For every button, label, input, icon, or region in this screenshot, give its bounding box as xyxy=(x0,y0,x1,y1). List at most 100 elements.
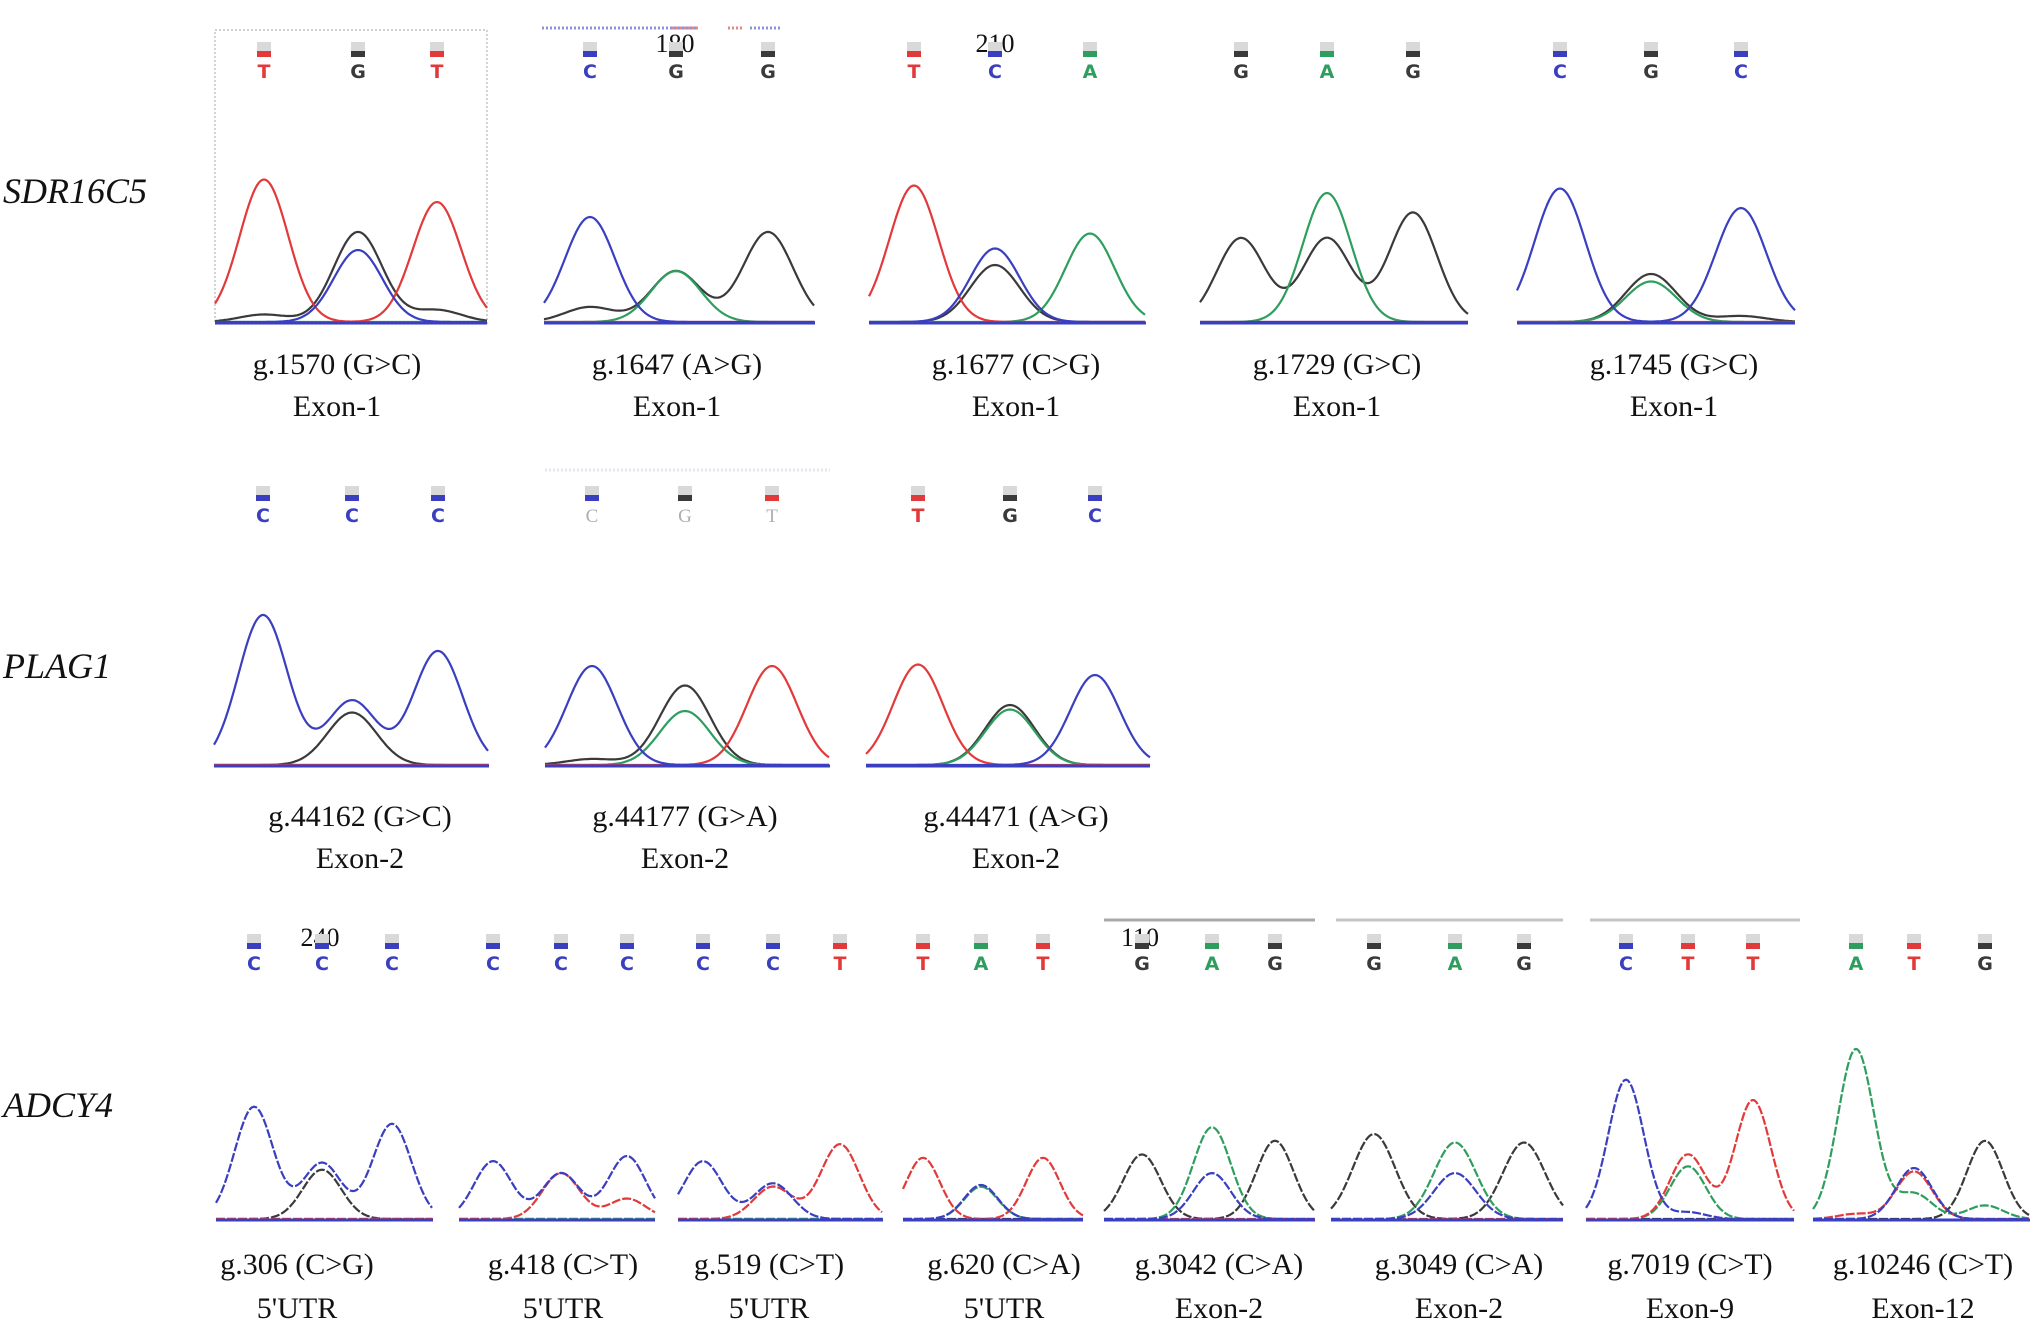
variant-label: g.418 (C>T) xyxy=(488,1248,638,1281)
base-color-bar xyxy=(247,943,261,949)
base-call-letter: T xyxy=(258,61,271,83)
gene-label: SDR16C5 xyxy=(3,171,147,211)
region-label: Exon-1 xyxy=(972,390,1060,423)
base-call-letter: T xyxy=(1682,953,1695,975)
variant-label: g.10246 (C>T) xyxy=(1833,1248,2013,1281)
quality-bar xyxy=(1367,934,1381,943)
trace-t-red xyxy=(1586,1099,1795,1221)
base-color-bar xyxy=(1003,495,1017,501)
trace-g-black xyxy=(216,1168,432,1221)
trace-a-green xyxy=(1812,1048,2030,1220)
quality-bar xyxy=(1268,934,1282,943)
quality-bar xyxy=(345,486,359,495)
base-call-letter: G xyxy=(350,61,366,83)
base-color-bar xyxy=(1734,51,1748,57)
quality-bar xyxy=(1036,934,1050,943)
trace-t-red xyxy=(545,665,830,767)
trace-c-blue xyxy=(213,613,489,752)
chromatogram-panel: C C Tg.519 (C>T) 5'UTR xyxy=(677,934,883,1325)
chromatogram-panel: G A Gg.3049 (C>A) Exon-2 xyxy=(1330,934,1564,1325)
base-color-bar xyxy=(1849,943,1863,949)
trace-g-black xyxy=(543,230,815,321)
base-color-bar xyxy=(1234,51,1248,57)
region-label: Exon-2 xyxy=(641,842,729,875)
variant-label: g.306 (C>G) xyxy=(220,1248,374,1281)
trace-g-black xyxy=(214,230,488,323)
base-color-bar xyxy=(256,495,270,501)
trace-a-green xyxy=(1331,1141,1563,1221)
base-call-letter: T xyxy=(766,506,778,527)
quality-bar xyxy=(1406,42,1420,51)
base-color-bar xyxy=(1135,943,1149,949)
base-call-letter: G xyxy=(1134,953,1150,975)
base-call-letter: G xyxy=(678,506,692,527)
quality-bar xyxy=(430,42,444,51)
quality-bar xyxy=(1978,934,1992,943)
region-label: Exon-2 xyxy=(1415,1292,1503,1325)
quality-bar xyxy=(765,486,779,495)
trace-t-red xyxy=(214,178,488,323)
base-color-bar xyxy=(1036,943,1050,949)
chromatogram-panel: T G Cg.44471 (A>G) Exon-2 xyxy=(865,486,1151,875)
quality-bar xyxy=(1746,934,1760,943)
base-color-bar xyxy=(833,943,847,949)
base-color-bar xyxy=(1088,495,1102,501)
base-color-bar xyxy=(766,943,780,949)
quality-bar xyxy=(1849,934,1863,943)
base-color-bar xyxy=(1746,943,1760,949)
base-call-letter: A xyxy=(1083,61,1098,83)
variant-label: g.44177 (G>A) xyxy=(592,800,777,833)
quality-bar xyxy=(766,934,780,943)
variant-label: g.7019 (C>T) xyxy=(1607,1248,1772,1281)
gene-label: PLAG1 xyxy=(2,646,111,686)
base-call-letter: C xyxy=(988,61,1002,83)
variant-label: g.1647 (A>G) xyxy=(592,348,762,381)
variant-label: g.1729 (G>C) xyxy=(1253,348,1422,381)
base-call-letter: C xyxy=(385,953,399,975)
trace-c-blue xyxy=(458,1154,656,1209)
quality-bar xyxy=(585,486,599,495)
chromatogram-panel: T G Tg.1570 (G>C) Exon-1 xyxy=(214,29,488,423)
base-color-bar xyxy=(974,943,988,949)
quality-bar xyxy=(1644,42,1658,51)
gene-row-plag1: PLAG1 C C Cg.44162 (G>C) Exon-2 C G Tg.44177 (G… xyxy=(2,486,1151,875)
region-label: Exon-2 xyxy=(972,842,1060,875)
base-call-letter: A xyxy=(1205,953,1220,975)
quality-bar xyxy=(257,42,271,51)
trace-a-green xyxy=(1200,192,1468,324)
variant-label: g.44162 (G>C) xyxy=(268,800,452,833)
region-label: Exon-1 xyxy=(293,390,381,423)
base-color-bar xyxy=(430,51,444,57)
base-color-bar xyxy=(678,495,692,501)
trace-t-red xyxy=(678,1143,883,1221)
base-color-bar xyxy=(315,943,329,949)
trace-c-blue xyxy=(1585,1078,1794,1221)
trace-g-black xyxy=(869,263,1145,324)
base-color-bar xyxy=(1320,51,1334,57)
trace-c-blue xyxy=(866,674,1151,767)
base-call-letter: C xyxy=(1734,61,1748,83)
quality-bar xyxy=(1907,934,1921,943)
chromatogram-panel: C C Cg.418 (C>T) 5'UTR xyxy=(458,934,656,1325)
base-call-letter: C xyxy=(486,953,500,975)
trace-c-blue xyxy=(903,1183,1083,1221)
base-call-letter: G xyxy=(668,61,684,83)
chromatogram-panel: 210TCAg.1677 (C>G)Exon-1 xyxy=(868,29,1146,423)
base-color-bar xyxy=(486,943,500,949)
variant-label: g.1570 (G>C) xyxy=(253,348,422,381)
base-color-bar xyxy=(916,943,930,949)
chromatogram-panel: A T Gg.10246 (C>T) Exon-12 xyxy=(1812,934,2030,1325)
chromatogram-panel: C C Cg.44162 (G>C) Exon-2 xyxy=(213,486,489,875)
base-color-bar xyxy=(620,943,634,949)
trace-c-blue xyxy=(1515,187,1796,323)
quality-bar xyxy=(1320,42,1334,51)
base-call-letter: C xyxy=(620,953,634,975)
base-color-bar xyxy=(585,495,599,501)
quality-bar xyxy=(1234,42,1248,51)
base-color-bar xyxy=(1367,943,1381,949)
base-call-letter: T xyxy=(917,953,930,975)
chromatogram-panel: 110GAGg.3042 (C>A)Exon-2 xyxy=(1103,923,1315,1325)
base-color-bar xyxy=(1083,51,1097,57)
quality-bar xyxy=(554,934,568,943)
quality-bar xyxy=(1734,42,1748,51)
